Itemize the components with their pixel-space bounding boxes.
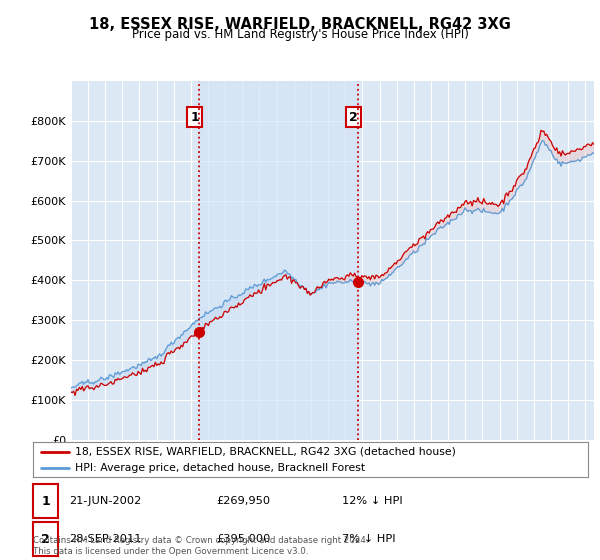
Text: 7% ↓ HPI: 7% ↓ HPI <box>342 534 395 544</box>
Text: 18, ESSEX RISE, WARFIELD, BRACKNELL, RG42 3XG: 18, ESSEX RISE, WARFIELD, BRACKNELL, RG4… <box>89 17 511 32</box>
Text: HPI: Average price, detached house, Bracknell Forest: HPI: Average price, detached house, Brac… <box>74 464 365 473</box>
Bar <box>199 81 358 440</box>
Text: Contains HM Land Registry data © Crown copyright and database right 2024.
This d: Contains HM Land Registry data © Crown c… <box>33 536 368 556</box>
Text: 1: 1 <box>190 110 199 124</box>
Text: 2: 2 <box>41 533 50 546</box>
Text: Price paid vs. HM Land Registry's House Price Index (HPI): Price paid vs. HM Land Registry's House … <box>131 28 469 41</box>
Text: 21-JUN-2002: 21-JUN-2002 <box>69 496 141 506</box>
Text: 28-SEP-2011: 28-SEP-2011 <box>69 534 142 544</box>
Text: 2: 2 <box>349 110 358 124</box>
Text: 1: 1 <box>41 494 50 508</box>
Text: £395,000: £395,000 <box>216 534 271 544</box>
Text: £269,950: £269,950 <box>216 496 270 506</box>
Text: 12% ↓ HPI: 12% ↓ HPI <box>342 496 403 506</box>
Text: 18, ESSEX RISE, WARFIELD, BRACKNELL, RG42 3XG (detached house): 18, ESSEX RISE, WARFIELD, BRACKNELL, RG4… <box>74 447 455 457</box>
